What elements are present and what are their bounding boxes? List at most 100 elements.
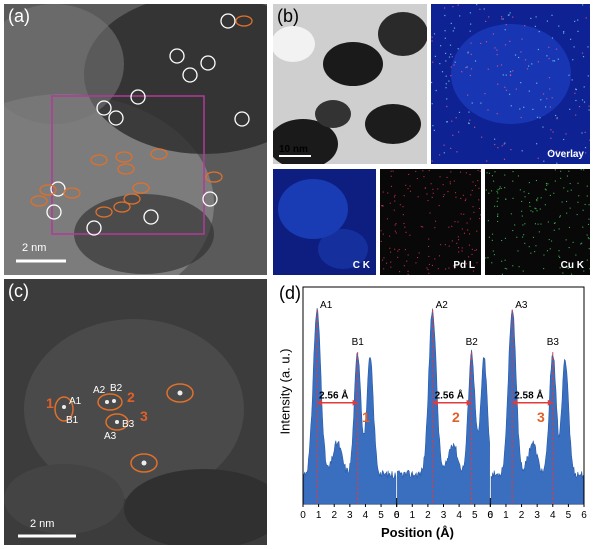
pd-dot — [439, 176, 441, 178]
overlay-dot — [552, 60, 554, 62]
distance-label: 2.56 Å — [319, 389, 348, 402]
pd-dot — [432, 188, 434, 190]
pd-dot — [476, 249, 478, 251]
overlay-dot — [485, 41, 488, 43]
overlay-dot — [518, 56, 520, 59]
overlay-dot — [496, 113, 498, 115]
pd-dot — [386, 262, 388, 264]
overlay-dot — [496, 54, 498, 56]
overlay-dot — [572, 59, 574, 61]
cu-dot — [529, 205, 531, 207]
overlay-dot — [503, 143, 505, 145]
cu-dot — [524, 223, 526, 225]
overlay-dot — [504, 44, 507, 46]
orange-circle-marker — [115, 151, 133, 163]
pd-dot — [458, 247, 460, 249]
pd-dot — [444, 244, 446, 246]
overlay-dot — [484, 93, 486, 95]
cu-dot — [504, 237, 506, 239]
overlay-dot — [458, 131, 460, 133]
overlay-dot — [543, 160, 545, 162]
overlay-dot — [539, 117, 541, 119]
pd-dot — [434, 258, 436, 260]
pd-dot — [415, 170, 417, 172]
cu-dot — [547, 221, 549, 223]
pd-dot — [471, 253, 473, 255]
pd-dot — [449, 183, 451, 185]
panel-b-label: (b) — [277, 6, 299, 26]
overlay-dot — [574, 92, 576, 94]
atom-label-a2: A2 — [93, 385, 106, 396]
overlay-dot — [509, 93, 511, 95]
overlay-dot — [524, 59, 527, 61]
cu-dot — [549, 248, 551, 250]
pd-dot — [426, 193, 428, 195]
pd-dot — [394, 230, 396, 232]
site-number-1: 1 — [46, 395, 54, 411]
cu-dot — [582, 226, 584, 228]
overlay-dot — [459, 15, 461, 17]
pd-dot — [399, 204, 401, 206]
overlay-dot — [507, 14, 509, 16]
pd-dot — [394, 194, 396, 196]
pd-dot — [448, 226, 450, 228]
overlay-dot — [431, 160, 433, 162]
pd-dot — [417, 257, 419, 259]
overlay-dot — [546, 55, 548, 57]
cu-dot — [539, 208, 541, 210]
overlay-dot — [439, 63, 441, 65]
overlay-dot — [439, 154, 441, 156]
cu-dot — [528, 192, 530, 194]
orange-circle-marker — [90, 154, 108, 166]
pd-dot — [416, 178, 418, 180]
overlay-dot — [497, 147, 499, 149]
pd-dot — [404, 249, 406, 251]
overlay-dot — [432, 61, 434, 63]
overlay-dot — [526, 68, 529, 70]
overlay-dot — [549, 106, 551, 108]
cu-dot — [504, 259, 506, 261]
pd-dot — [417, 196, 419, 198]
overlay-dot — [546, 20, 548, 22]
pd-dot — [390, 261, 392, 263]
cu-dot — [493, 180, 495, 182]
pd-dot — [389, 202, 391, 204]
atom-label-a3: A3 — [104, 431, 117, 442]
overlay-dot — [431, 81, 433, 84]
pd-dot — [478, 207, 480, 209]
cu-dot — [516, 236, 518, 238]
overlay-dot — [461, 71, 463, 73]
overlay-dot — [431, 103, 433, 105]
overlay-dot — [519, 108, 521, 110]
panel-d-label: (d) — [279, 283, 301, 303]
cu-dot — [504, 174, 506, 176]
cu-dot — [586, 234, 588, 236]
cu-dot — [588, 218, 590, 220]
pd-dot — [382, 259, 384, 261]
overlay-dot — [558, 25, 560, 27]
pd-dot — [390, 175, 392, 177]
cu-dot — [587, 237, 589, 239]
overlay-dot — [470, 23, 472, 25]
pd-dot — [462, 194, 464, 196]
overlay-dot — [446, 121, 448, 123]
pd-dot — [409, 234, 411, 236]
pd-dot — [394, 224, 396, 226]
cu-dot — [523, 234, 525, 236]
cu-dot — [505, 198, 507, 200]
overlay-dot — [577, 19, 579, 21]
pd-dot — [390, 251, 392, 253]
pd-dot — [458, 251, 460, 253]
cu-dot — [576, 214, 578, 216]
pd-dot — [448, 267, 450, 269]
pd-dot — [440, 244, 442, 246]
pd-dot — [448, 245, 450, 247]
overlay-dot — [510, 105, 512, 107]
pd-dot — [432, 192, 434, 194]
overlay-dot — [548, 46, 550, 48]
cu-dot — [535, 245, 537, 247]
pd-dot — [466, 222, 468, 224]
white-circle-marker — [220, 13, 236, 29]
cu-dot — [512, 171, 514, 173]
pd-dot — [450, 171, 452, 173]
